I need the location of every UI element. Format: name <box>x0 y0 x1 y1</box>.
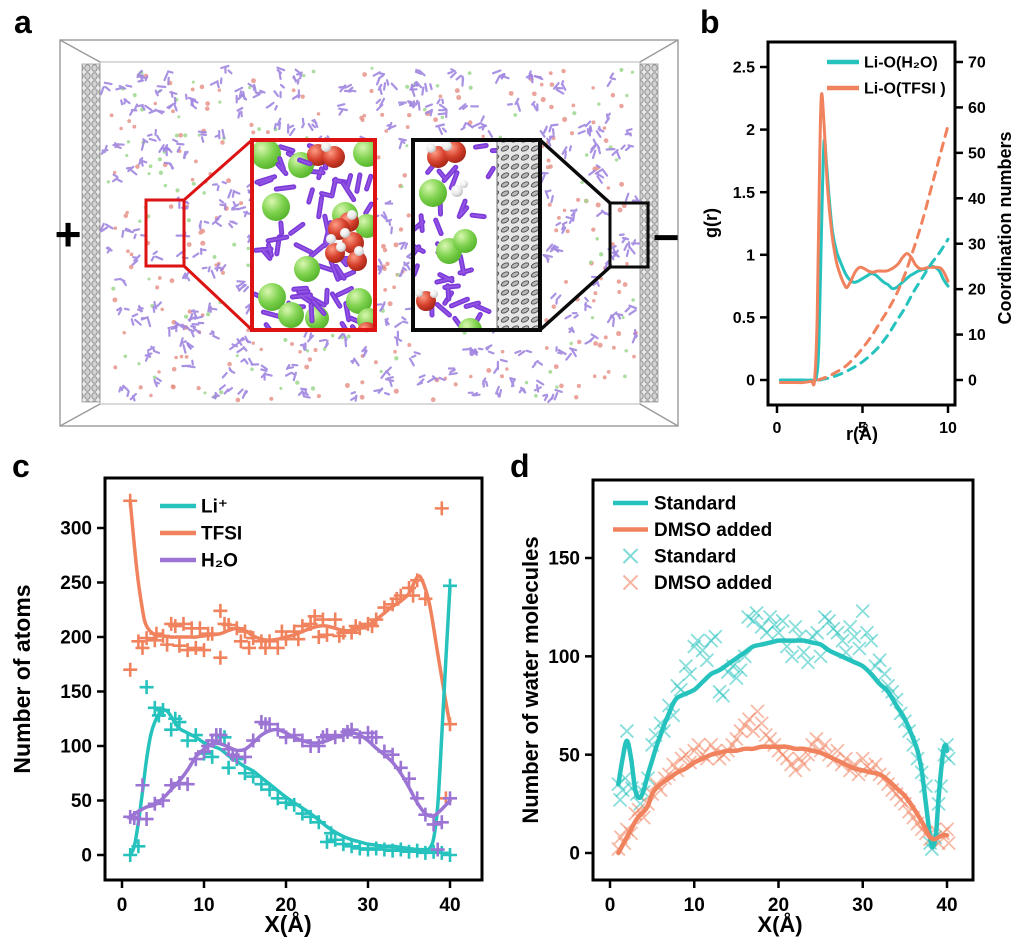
y-tick-label: 1.5 <box>733 185 755 202</box>
zoom-connector-lines <box>182 138 612 332</box>
legend-label: DMSO added <box>654 520 772 541</box>
coordination-number-h2o <box>818 237 950 382</box>
y-tick-label: 1 <box>746 247 755 264</box>
y-tick-label: 150 <box>548 549 580 570</box>
plot-area <box>123 493 457 862</box>
y2-tick-label: 70 <box>968 55 986 72</box>
x-axis-label: r(Å) <box>846 424 878 444</box>
legend: Li-O(H₂O) Li-O(TFSI ) <box>827 55 946 98</box>
y-tick-label: 2.5 <box>733 60 755 77</box>
legend-label: Standard <box>654 547 736 568</box>
black-inset-electrode-interface-zoom-border <box>411 138 542 332</box>
x-tick-label: 5 <box>858 420 867 437</box>
panel-b-rdf-chart: 0 5 10 0 0.5 1 1.5 2 2.5 0 10 20 30 40 50 60 70 r(Å) g(r) C… <box>701 40 1015 444</box>
y-tick-label: 150 <box>60 682 92 703</box>
positive-electrode-sign: + <box>54 208 82 260</box>
legend: Standard DMSO added Standard DMSO added <box>613 494 772 594</box>
dmso-added-smoothed <box>616 744 950 856</box>
axis-ticks <box>97 526 452 888</box>
x-tick-label: 0 <box>773 420 782 437</box>
plot-area <box>611 603 956 857</box>
legend-label: DMSO added <box>654 573 772 594</box>
y-tick-label: 250 <box>60 573 92 594</box>
plot-frame <box>103 476 484 882</box>
x-axis-label: X(Å) <box>757 911 802 937</box>
tick-labels: 0 5 10 0 0.5 1 1.5 2 2.5 0 10 20 30 40 50 60 70 <box>733 55 986 437</box>
y2-tick-label: 60 <box>968 100 986 117</box>
y2-tick-label: 0 <box>968 373 977 390</box>
x-tick-label: 0 <box>605 895 616 916</box>
y-axis-label: Number of water molecules <box>518 536 543 823</box>
x-tick-label: 20 <box>768 895 789 916</box>
y2-tick-label: 30 <box>968 236 986 253</box>
y2-tick-label: 10 <box>968 327 986 344</box>
y-tick-label: 2 <box>746 122 755 139</box>
legend-label: Li-O(TFSI ) <box>864 81 946 98</box>
positive-electrode <box>81 63 101 403</box>
x-tick-label: 30 <box>852 895 873 916</box>
plot-area <box>778 92 950 387</box>
panel-d-water-distribution-chart: 0 10 20 30 40 0 50 100 150 X(Å) Number of water mo… <box>518 478 975 937</box>
red-inset-electrolyte-zoom-border <box>250 138 377 332</box>
y-tick-label: 0 <box>81 846 92 867</box>
y-axis-label: Number of atoms <box>9 584 35 773</box>
legend-label: Li⁺ <box>201 497 228 518</box>
tick-labels: 0 10 20 30 40 0 50 100 150 <box>548 549 957 916</box>
legend-label: Li-O(H₂O) <box>864 55 938 72</box>
panel-d-label: d <box>510 448 530 484</box>
panel-c-label: c <box>12 448 30 484</box>
y-tick-label: 0 <box>746 373 755 390</box>
y2-tick-label: 40 <box>968 191 986 208</box>
panel-a-label: a <box>14 4 32 40</box>
legend: Li⁺ TFSI H₂O <box>160 497 242 572</box>
coordination-number-tfsi <box>816 124 950 382</box>
x-tick-label: 40 <box>936 895 957 916</box>
y-tick-label: 100 <box>60 737 92 758</box>
y-tick-label: 50 <box>559 745 580 766</box>
standard-scatter <box>611 603 956 857</box>
x-tick-label: 20 <box>275 895 296 916</box>
x-tick-label: 10 <box>684 895 705 916</box>
tfsi-counts <box>123 493 457 806</box>
legend-label: TFSI <box>201 524 242 545</box>
axis-ticks <box>760 60 963 413</box>
x-tick-label: 0 <box>117 895 128 916</box>
g-r-li-o-tfsi- <box>778 92 950 387</box>
x-tick-label: 40 <box>439 895 460 916</box>
panel-b-label: b <box>700 4 720 40</box>
legend-label: Standard <box>654 494 736 515</box>
black-zoom-source-box <box>608 201 650 269</box>
y2-tick-label: 50 <box>968 145 986 162</box>
electrode-lattice <box>496 140 540 330</box>
legend-label: H₂O <box>201 551 238 572</box>
tick-labels: 0 10 20 30 40 0 50 100 150 200 250 300 <box>60 519 460 916</box>
y-axis-label: g(r) <box>701 208 721 238</box>
h2o-counts <box>123 715 457 857</box>
x-tick-label: 10 <box>939 420 957 437</box>
y-tick-label: 50 <box>71 791 92 812</box>
axis-ticks <box>585 556 949 888</box>
y2-axis-label: Coordination numbers <box>995 132 1015 325</box>
y-tick-label: 0 <box>569 844 580 865</box>
red-zoom-source-box <box>144 198 186 268</box>
standard-smoothed <box>616 638 950 850</box>
y-tick-label: 200 <box>60 628 92 649</box>
plot-frame <box>591 478 975 882</box>
y-tick-label: 300 <box>60 519 92 540</box>
x-axis-label: X(Å) <box>264 910 311 937</box>
x-tick-label: 10 <box>193 895 214 916</box>
x-tick-label: 30 <box>357 895 378 916</box>
negative-electrode-sign: − <box>652 211 680 263</box>
red-inset-electrolyte-zoom <box>252 140 375 330</box>
panel-a-simulation-snapshot <box>59 39 679 427</box>
panel-c-atom-distribution-chart: 0 10 20 30 40 0 50 100 150 200 250 300 X(Å) Number of… <box>9 476 484 937</box>
y-tick-label: 100 <box>548 647 580 668</box>
black-inset-electrode-interface-zoom <box>413 140 540 330</box>
y2-tick-label: 20 <box>968 282 986 299</box>
y-tick-label: 0.5 <box>733 310 755 327</box>
